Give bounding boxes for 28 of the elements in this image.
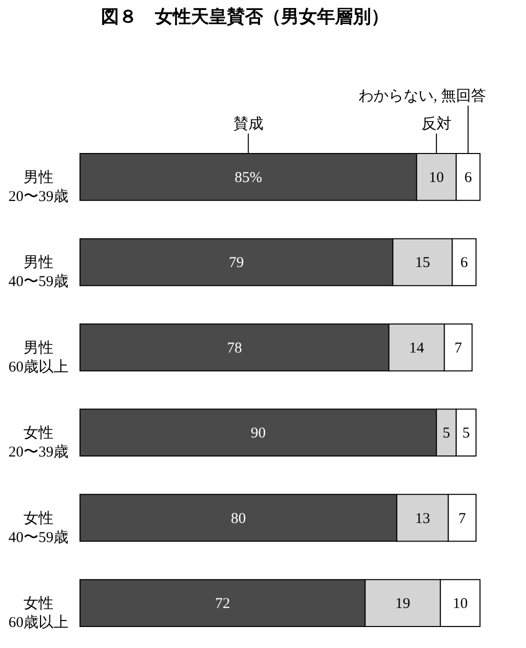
- y-tick-label: 男性 60歳以上: [8, 339, 68, 376]
- data-label: 79: [228, 255, 244, 272]
- y-tick-label: 女性 20〜39歳: [8, 424, 68, 461]
- y-tick-label: 男性 20〜39歳: [8, 168, 68, 205]
- y-tick-label: 女性 40〜59歳: [8, 510, 68, 546]
- data-label: 78: [226, 340, 242, 356]
- text: わからない, 無回答: [358, 88, 486, 105]
- data-label: 19: [395, 596, 410, 612]
- data-label: 6: [460, 255, 468, 272]
- data-label: 10: [428, 170, 444, 186]
- data-label: 10: [452, 596, 468, 612]
- data-label: 15: [415, 255, 430, 272]
- data-label: 5: [442, 426, 450, 442]
- data-label: 72: [215, 596, 230, 612]
- data-label: 80: [230, 510, 246, 527]
- y-tick-label: 男性 40〜59歳: [8, 254, 68, 290]
- data-label: 90: [250, 426, 266, 442]
- data-label: 7: [458, 510, 466, 527]
- chart-title: 図８ 女性天皇賛否（男女年層別）: [101, 6, 389, 28]
- data-label: 6: [464, 170, 472, 186]
- data-label: 13: [415, 510, 430, 527]
- series-label: 反対: [421, 116, 452, 133]
- data-label: 5: [462, 426, 470, 442]
- data-label: 14: [409, 340, 425, 356]
- y-tick-label: 女性 60歳以上: [8, 595, 68, 632]
- series-label: 賛成: [233, 116, 264, 133]
- data-label: 7: [454, 340, 462, 356]
- data-label: 85%: [234, 170, 262, 186]
